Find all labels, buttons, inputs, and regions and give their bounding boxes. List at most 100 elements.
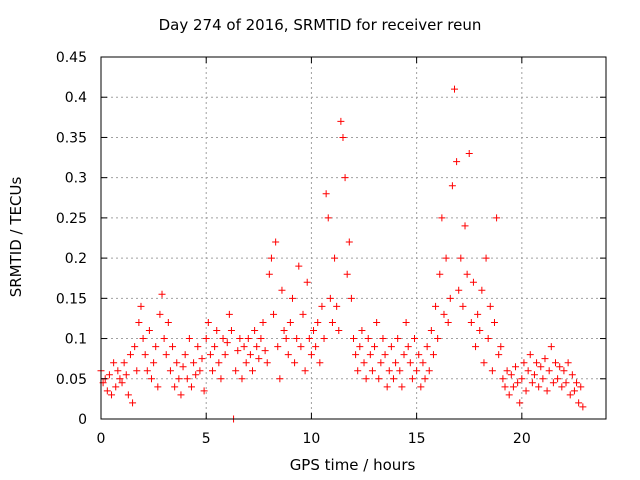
x-tick-label: 20 <box>513 431 531 447</box>
data-point <box>333 302 341 310</box>
data-point <box>139 335 147 343</box>
x-axis-label: GPS time / hours <box>289 456 416 474</box>
data-point <box>518 375 526 383</box>
data-point <box>318 302 326 310</box>
data-point <box>143 367 151 375</box>
data-point <box>368 367 376 375</box>
data-point <box>122 371 130 379</box>
data-point <box>398 383 406 391</box>
data-point <box>545 367 553 375</box>
data-point <box>148 375 155 383</box>
data-point <box>503 367 511 375</box>
data-point <box>514 379 522 387</box>
data-point <box>242 359 250 367</box>
data-point <box>577 383 585 391</box>
data-point <box>402 318 410 326</box>
data-point <box>150 359 158 367</box>
data-point <box>223 339 231 347</box>
data-point <box>198 355 206 363</box>
data-point <box>320 335 328 343</box>
data-point <box>564 359 572 367</box>
data-point <box>455 286 463 294</box>
data-point <box>556 363 564 371</box>
data-point <box>480 359 488 367</box>
data-point <box>552 359 559 367</box>
data-point <box>434 335 442 343</box>
data-point <box>478 286 486 294</box>
plot-frame <box>100 56 607 420</box>
data-point <box>383 383 391 391</box>
data-point <box>297 343 305 351</box>
data-point <box>486 302 494 310</box>
data-point <box>280 327 288 335</box>
data-point <box>526 351 534 359</box>
data-point <box>251 327 259 335</box>
data-point <box>474 310 482 318</box>
data-point <box>440 310 448 318</box>
data-point <box>276 375 284 383</box>
data-point <box>124 391 132 399</box>
data-point <box>135 318 143 326</box>
data-point <box>118 379 126 387</box>
data-point <box>444 318 452 326</box>
data-point <box>429 351 437 359</box>
data-point <box>335 327 343 335</box>
data-point <box>364 335 372 343</box>
data-point <box>352 351 360 359</box>
data-point <box>469 278 477 286</box>
y-tick-label: 0.45 <box>56 50 87 66</box>
data-point <box>379 335 387 343</box>
data-point <box>253 343 261 351</box>
data-point <box>288 294 296 302</box>
data-point <box>240 343 248 351</box>
data-point <box>112 383 120 391</box>
data-point <box>472 343 480 351</box>
data-point <box>312 343 320 351</box>
data-point <box>505 391 513 399</box>
data-point <box>324 214 332 222</box>
data-point <box>341 174 349 182</box>
y-tick-label: 0.3 <box>65 171 87 187</box>
data-point <box>533 359 541 367</box>
data-point <box>219 335 227 343</box>
y-tick-label: 0.25 <box>56 211 87 227</box>
data-point <box>343 270 351 278</box>
data-point <box>244 335 252 343</box>
data-point <box>166 367 174 375</box>
data-point <box>337 117 345 125</box>
data-point <box>411 335 419 343</box>
data-point <box>183 375 191 383</box>
data-point <box>566 391 574 399</box>
data-point <box>137 302 145 310</box>
y-tick-label: 0.15 <box>56 291 87 307</box>
data-point <box>501 383 509 391</box>
x-tick-label: 15 <box>408 431 426 447</box>
y-tick-label: 0.2 <box>65 251 87 267</box>
data-point <box>516 399 524 407</box>
data-point <box>575 399 583 407</box>
data-point <box>267 254 275 262</box>
data-point <box>133 367 141 375</box>
data-point <box>171 383 179 391</box>
data-point <box>512 363 520 371</box>
y-axis-label: SRMTID / TECUs <box>7 176 25 298</box>
data-point <box>265 270 273 278</box>
chart-title: Day 274 of 2016, SRMTID for receiver reu… <box>158 16 482 34</box>
data-point <box>293 335 301 343</box>
data-point <box>425 367 433 375</box>
data-point <box>209 367 217 375</box>
data-point <box>204 318 212 326</box>
data-point <box>522 387 530 395</box>
data-point <box>236 335 244 343</box>
data-point <box>307 351 315 359</box>
data-point <box>570 387 578 395</box>
data-point <box>282 335 290 343</box>
data-point <box>206 351 214 359</box>
data-point <box>215 359 223 367</box>
data-point <box>145 327 153 335</box>
data-point <box>381 351 389 359</box>
y-tick-label: 0.1 <box>65 332 87 348</box>
data-point <box>185 335 193 343</box>
data-point <box>530 371 538 379</box>
data-point <box>291 359 299 367</box>
